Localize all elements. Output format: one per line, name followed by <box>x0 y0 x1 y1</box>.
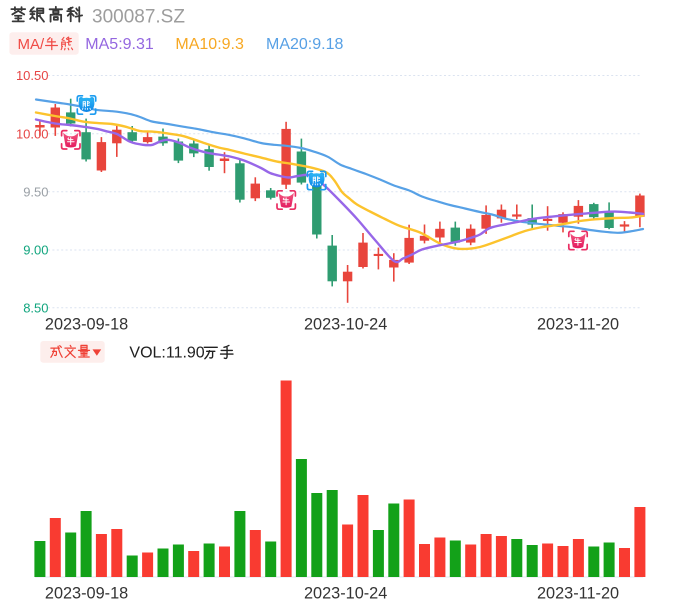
svg-text:10.00: 10.00 <box>16 126 49 141</box>
svg-text:MA20:9.18: MA20:9.18 <box>266 36 343 53</box>
svg-text:MA/: MA/ <box>18 36 46 53</box>
svg-text:2023-09-18: 2023-09-18 <box>45 316 128 334</box>
svg-text:MA5:9.31: MA5:9.31 <box>85 36 154 53</box>
svg-text:10.50: 10.50 <box>16 68 49 83</box>
svg-text:MA10:9.3: MA10:9.3 <box>175 36 244 53</box>
svg-text:9.00: 9.00 <box>23 243 48 258</box>
svg-text:2023-11-20: 2023-11-20 <box>537 316 619 334</box>
svg-text:2023-10-24: 2023-10-24 <box>304 316 387 334</box>
svg-text:300087.SZ: 300087.SZ <box>92 7 185 28</box>
svg-text:2023-11-20: 2023-11-20 <box>537 585 619 603</box>
svg-text:VOL:11.90: VOL:11.90 <box>129 345 204 362</box>
svg-text:8.50: 8.50 <box>23 300 48 315</box>
svg-text:9.50: 9.50 <box>23 184 48 199</box>
svg-text:2023-09-18: 2023-09-18 <box>45 585 128 603</box>
svg-text:2023-10-24: 2023-10-24 <box>304 585 387 603</box>
